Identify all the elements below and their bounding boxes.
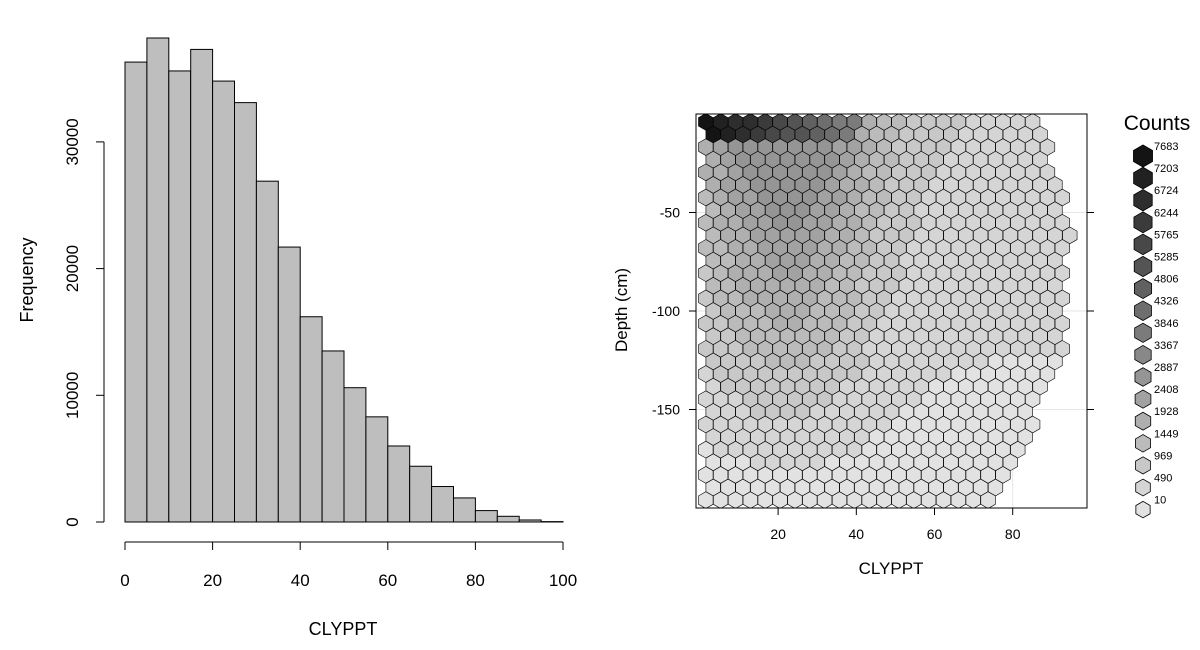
histogram-bar (453, 497, 476, 523)
histogram-bar (518, 519, 542, 523)
histogram-bar (409, 465, 433, 523)
legend-label: 6724 (1154, 185, 1178, 197)
hexbin-y-tick-label: -150 (652, 402, 680, 418)
hexbin-chart: 20 40 60 80 -50 -100 -150 CLYPPT Depth (cm) Co… (612, 112, 1190, 578)
hexbin-cells (698, 114, 1078, 508)
y-tick-label: 10000 (63, 372, 82, 419)
hexbin-cell (713, 491, 729, 508)
histogram-x-axis-title: CLYPPT (309, 619, 378, 639)
hexbin-cell (980, 491, 996, 508)
histogram-bar (474, 510, 498, 523)
legend-swatch (1134, 367, 1152, 387)
legend-label: 1449 (1154, 428, 1178, 440)
histogram-y-axis: 0 10000 20000 30000 (63, 118, 105, 527)
legend-label: 4326 (1154, 296, 1178, 308)
x-tick-label: 80 (466, 571, 485, 590)
legend-swatch (1133, 189, 1153, 212)
histogram-bar (496, 515, 520, 523)
legend-label: 969 (1154, 450, 1172, 462)
histogram-bar (277, 246, 301, 523)
histogram-chart: 0 20 40 60 80 100 0 10000 20000 30000 CLYPPT Fre… (17, 37, 577, 639)
histogram-bar (168, 70, 192, 523)
hexbin-x-tick-label: 40 (849, 526, 865, 542)
histogram-x-axis: 0 20 40 60 80 100 (120, 541, 577, 590)
legend-swatch (1134, 300, 1152, 321)
legend-swatch (1134, 322, 1152, 343)
legend-title: Counts (1124, 112, 1191, 135)
legend-label: 7683 (1154, 141, 1178, 153)
x-tick-label: 40 (291, 571, 310, 590)
hexbin-x-tick-label: 20 (770, 526, 786, 542)
legend-swatch (1133, 278, 1153, 300)
hexbin-x-axis-title: CLYPPT (859, 559, 924, 578)
y-tick-label: 0 (63, 517, 82, 526)
histogram-bar (255, 180, 279, 523)
legend-swatch (1134, 389, 1152, 409)
y-tick-label: 20000 (63, 245, 82, 292)
legend-label: 3367 (1154, 340, 1178, 352)
y-tick-label: 30000 (63, 118, 82, 165)
legend-label: 2887 (1154, 362, 1178, 374)
legend-swatch (1133, 255, 1153, 278)
legend-label: 2408 (1154, 384, 1178, 396)
legend-swatch (1135, 478, 1151, 497)
x-tick-label: 100 (549, 571, 577, 590)
histogram-bar (190, 48, 214, 523)
legend-label: 4806 (1154, 274, 1178, 286)
histogram-bar (321, 350, 345, 523)
legend-swatch (1135, 456, 1151, 475)
hexbin-x-tick-label: 80 (1005, 526, 1021, 542)
hexbin-y-tick-label: -50 (660, 205, 680, 221)
histogram-bar (124, 61, 148, 523)
histogram-bar (212, 80, 236, 523)
histogram-bar (299, 316, 323, 523)
histogram-bars (124, 37, 564, 523)
legend-label: 3846 (1154, 318, 1178, 330)
histogram-bar (431, 486, 455, 523)
x-tick-label: 60 (378, 571, 397, 590)
legend-swatch (1134, 411, 1152, 431)
legend-label: 5765 (1154, 229, 1178, 241)
hexbin-y-axis-title: Depth (cm) (612, 268, 631, 352)
hexbin-y-tick-label: -100 (652, 303, 680, 319)
x-tick-label: 0 (120, 571, 129, 590)
histogram-bar (146, 37, 170, 523)
histogram-y-axis-title: Frequency (17, 237, 37, 322)
hexbin-x-tick-label: 60 (927, 526, 943, 542)
legend-label: 6244 (1154, 207, 1178, 219)
legend-swatch (1134, 344, 1152, 365)
x-tick-label: 20 (203, 571, 222, 590)
histogram-bar (234, 102, 257, 523)
legend-swatch (1135, 500, 1151, 519)
legend-label: 7203 (1154, 163, 1178, 175)
legend-swatch (1133, 233, 1153, 256)
histogram-bar (365, 416, 389, 523)
histogram-bar (343, 387, 367, 523)
legend-swatch (1133, 211, 1153, 234)
hexbin-legend: Counts 7683 7203 6724 6244 5765 5285 4806 4326 3… (1124, 112, 1191, 519)
hexbin-cell (876, 491, 892, 508)
legend-label: 1928 (1154, 406, 1178, 418)
legend-label: 490 (1154, 473, 1172, 485)
histogram-bar (387, 445, 411, 523)
legend-label: 5285 (1154, 252, 1178, 264)
hexbin-axes: 20 40 60 80 -50 -100 -150 (652, 205, 1094, 542)
legend-swatch (1135, 434, 1151, 453)
legend-label: 10 (1154, 495, 1166, 507)
legend-swatch (1133, 166, 1153, 190)
legend-swatch (1133, 144, 1153, 168)
